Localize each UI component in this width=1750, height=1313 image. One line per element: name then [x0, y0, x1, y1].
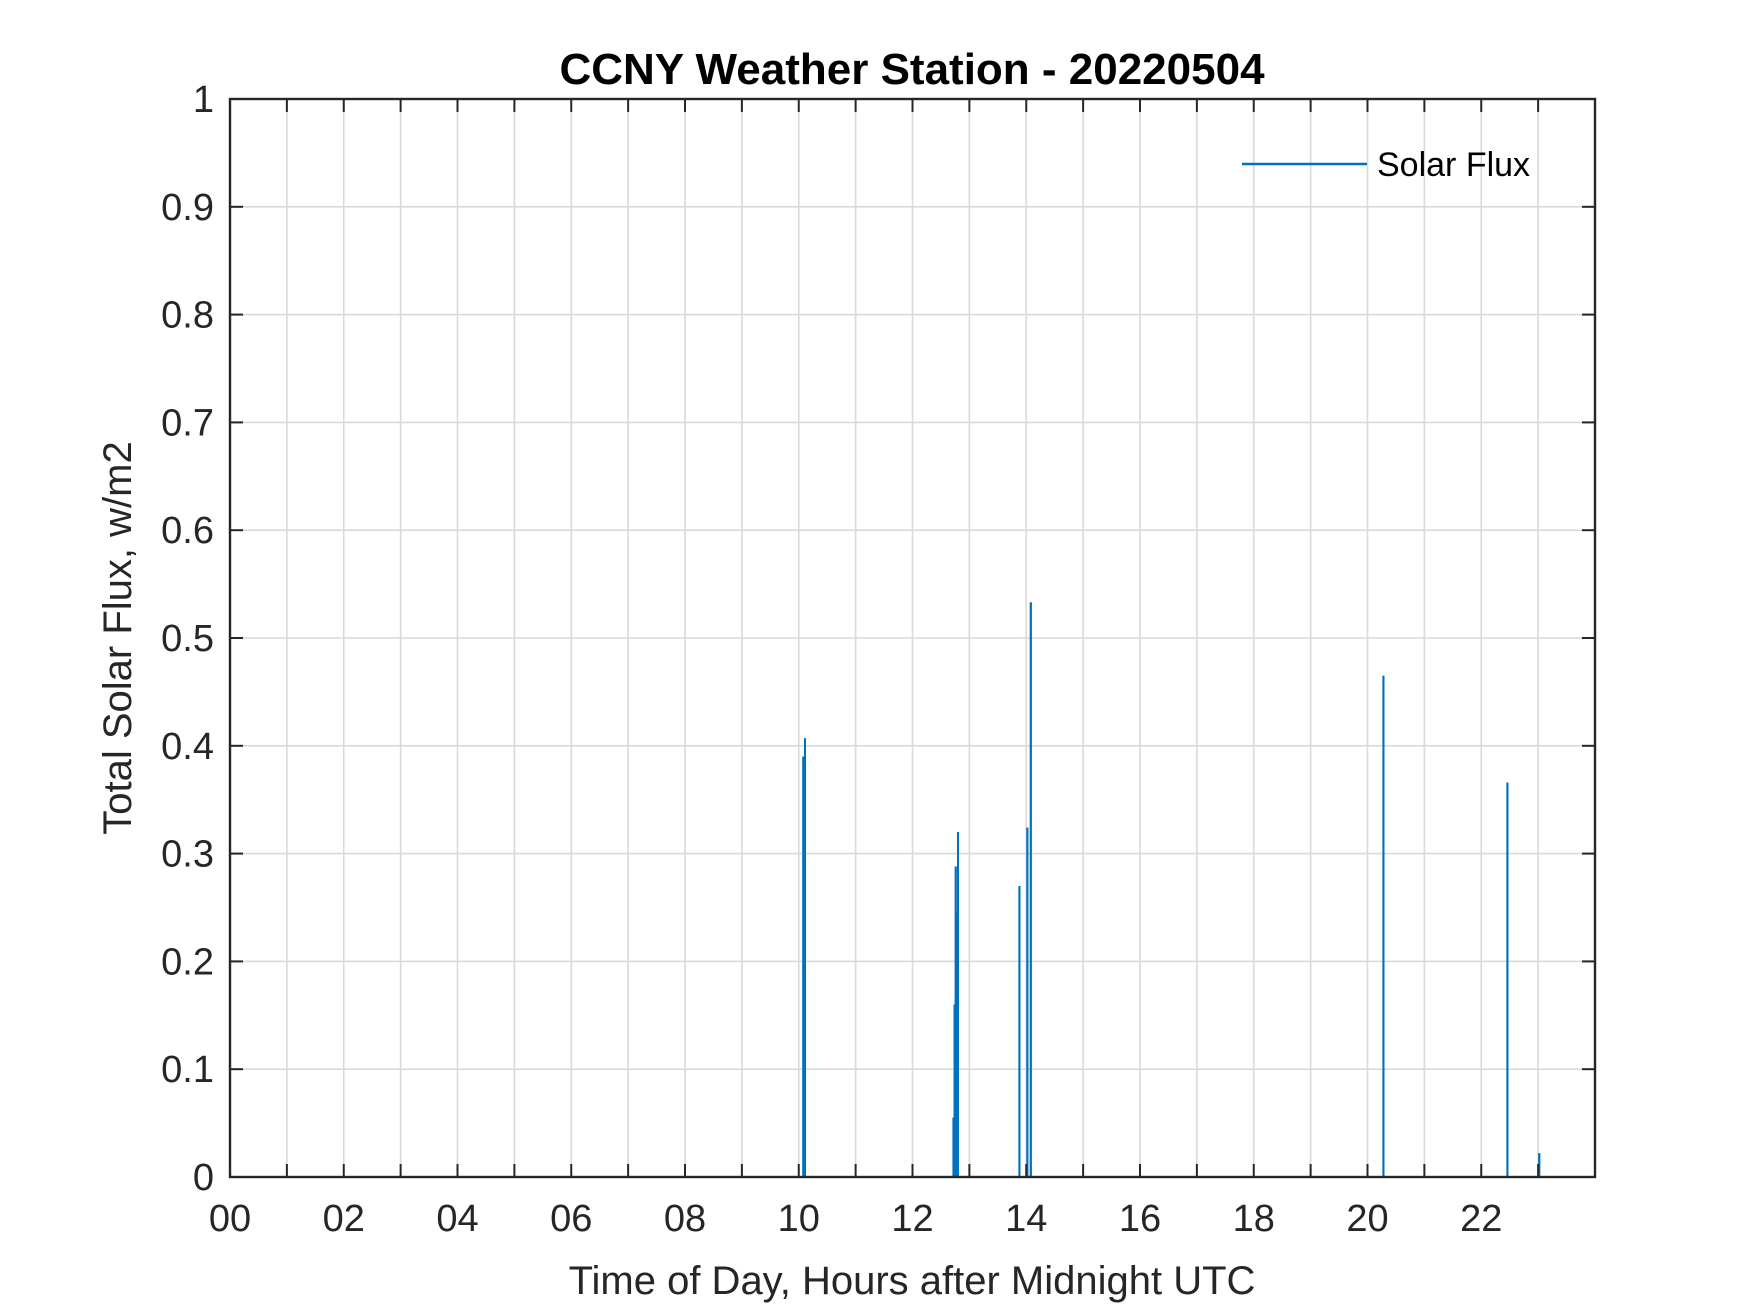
x-axis-label: Time of Day, Hours after Midnight UTC	[569, 1259, 1256, 1303]
x-tick-label-0: 00	[209, 1198, 251, 1240]
y-tick-label-2: 0.2	[161, 941, 214, 983]
chart-title: CCNY Weather Station - 20220504	[559, 45, 1265, 94]
y-tick-labels: 0 0.1 0.2 0.3 0.4 0.5 0.6 0.7 0.8 0.9 1	[161, 79, 214, 1199]
x-tick-label-6: 12	[891, 1198, 933, 1240]
y-tick-label-7: 0.7	[161, 402, 214, 444]
y-tick-label-8: 0.8	[161, 295, 214, 337]
y-tick-label-6: 0.6	[161, 510, 214, 552]
axis-ticks	[230, 98, 1595, 1178]
y-tick-label-9: 0.9	[161, 187, 214, 229]
legend: Solar Flux	[1242, 146, 1530, 184]
legend-label-solar-flux: Solar Flux	[1377, 146, 1530, 184]
y-tick-label-0: 0	[193, 1157, 214, 1199]
x-tick-label-8: 16	[1119, 1198, 1161, 1240]
x-tick-label-9: 18	[1233, 1198, 1275, 1240]
x-tick-label-1: 02	[323, 1198, 365, 1240]
x-tick-label-3: 06	[550, 1198, 592, 1240]
y-tick-label-5: 0.5	[161, 618, 214, 660]
x-tick-label-10: 20	[1346, 1198, 1388, 1240]
series-layer	[230, 602, 1544, 1178]
x-tick-label-11: 22	[1460, 1198, 1502, 1240]
x-tick-label-7: 14	[1005, 1198, 1047, 1240]
y-tick-label-1: 0.1	[161, 1049, 214, 1091]
y-tick-label-10: 1	[193, 79, 214, 121]
y-tick-label-3: 0.3	[161, 834, 214, 876]
y-axis-label: Total Solar Flux, w/m2	[96, 441, 140, 834]
x-tick-label-5: 10	[778, 1198, 820, 1240]
grid-lines	[230, 99, 1595, 1177]
y-tick-label-4: 0.4	[161, 726, 214, 768]
x-tick-label-4: 08	[664, 1198, 706, 1240]
x-tick-labels: 00 02 04 06 08 10 12 14 16 18 20 22	[209, 1198, 1503, 1240]
x-tick-label-2: 04	[436, 1198, 478, 1240]
